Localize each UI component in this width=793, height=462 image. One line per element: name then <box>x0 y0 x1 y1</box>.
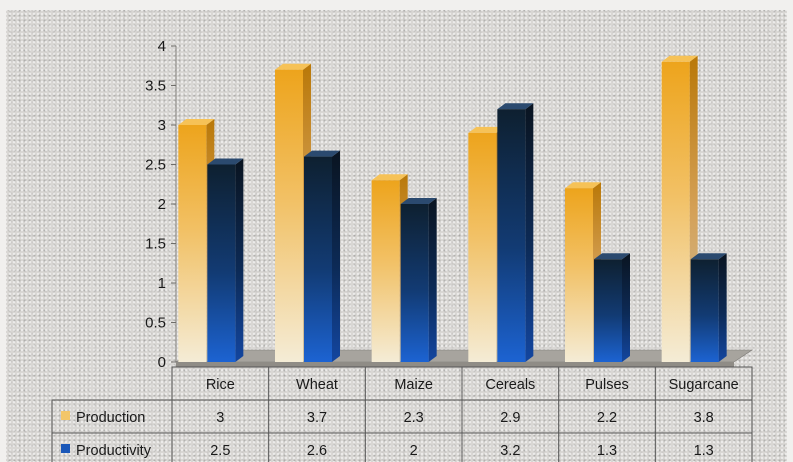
table-value: 3 <box>216 410 224 426</box>
bar-productivity-maize <box>400 198 437 362</box>
table-value: 1.3 <box>597 443 617 459</box>
bar-top <box>497 103 534 110</box>
bar-top <box>304 150 340 157</box>
bar-top <box>400 198 437 204</box>
bar-front <box>275 69 303 362</box>
bar-top <box>468 126 505 133</box>
bar-front <box>178 125 207 362</box>
bar-front <box>497 109 526 362</box>
bar-side <box>525 103 534 362</box>
bar-top <box>178 119 215 125</box>
y-tick-label: 1 <box>158 275 166 292</box>
category-label: Cereals <box>485 377 535 393</box>
y-tick-label: 0.5 <box>145 315 166 332</box>
bar-side <box>622 253 630 362</box>
bar-front <box>207 164 236 362</box>
table-value: 2.2 <box>597 410 617 426</box>
bar-top <box>565 182 601 189</box>
bar-productivity-sugarcane <box>690 253 727 362</box>
category-label: Maize <box>394 377 433 393</box>
bar-front <box>468 132 497 362</box>
table-value: 3.7 <box>307 410 327 426</box>
bar-top <box>207 158 244 165</box>
table-value: 1.3 <box>694 443 714 459</box>
data-table: Rice Wheat Maize Cereals Pulses Sugarcane Prod… <box>51 366 753 462</box>
bar-top <box>371 174 408 181</box>
bar-side <box>332 150 340 362</box>
frame-top <box>0 0 793 10</box>
bar-top <box>594 253 630 260</box>
table-row <box>51 432 753 462</box>
bar-top <box>661 55 698 62</box>
y-tick-label: 2 <box>158 196 166 213</box>
category-label: Wheat <box>296 377 338 393</box>
category-label: Sugarcane <box>669 377 739 393</box>
table-value: 2.5 <box>210 443 230 459</box>
table-value: 2.6 <box>307 443 327 459</box>
bar-front <box>594 259 622 362</box>
bar-front <box>690 259 719 362</box>
bar-front <box>565 188 593 362</box>
bar-side <box>428 198 437 362</box>
table-value: 3.2 <box>500 443 520 459</box>
bar-productivity-rice <box>207 158 244 362</box>
table-value: 2.9 <box>500 410 520 426</box>
bar-productivity-pulses <box>594 253 630 362</box>
frame-right <box>787 0 793 462</box>
legend-swatch-production <box>61 411 70 420</box>
y-tick-label: 1.5 <box>145 236 166 253</box>
y-tick-label: 4 <box>158 38 166 55</box>
category-label: Rice <box>206 377 235 393</box>
legend-label-production: Production <box>76 410 145 426</box>
bar-top <box>275 63 311 70</box>
table-row <box>51 399 753 434</box>
frame-left <box>0 0 6 462</box>
chart-floor-edge <box>176 362 734 367</box>
bar-front <box>371 180 400 362</box>
bar-productivity-wheat <box>304 150 340 362</box>
y-tick-label: 3.5 <box>145 78 166 95</box>
y-tick-label: 3 <box>158 117 166 134</box>
y-tick-label: 2.5 <box>145 157 166 174</box>
bar-side <box>235 158 244 362</box>
bar-productivity-cereals <box>497 103 534 362</box>
category-label: Pulses <box>585 377 629 393</box>
bar-front <box>661 61 690 363</box>
table-value: 3.8 <box>694 410 714 426</box>
legend-swatch-productivity <box>61 444 70 453</box>
bar-front <box>304 156 332 362</box>
table-value: 2.3 <box>404 410 424 426</box>
bar-top <box>690 253 727 260</box>
legend-label-productivity: Productivity <box>76 443 152 459</box>
table-value: 2 <box>410 443 418 459</box>
y-tick-label: 0 <box>158 354 166 371</box>
bars-group <box>178 55 727 363</box>
bar-production-pulses <box>565 182 601 362</box>
bar-side <box>718 253 727 362</box>
bar-front <box>400 204 429 362</box>
